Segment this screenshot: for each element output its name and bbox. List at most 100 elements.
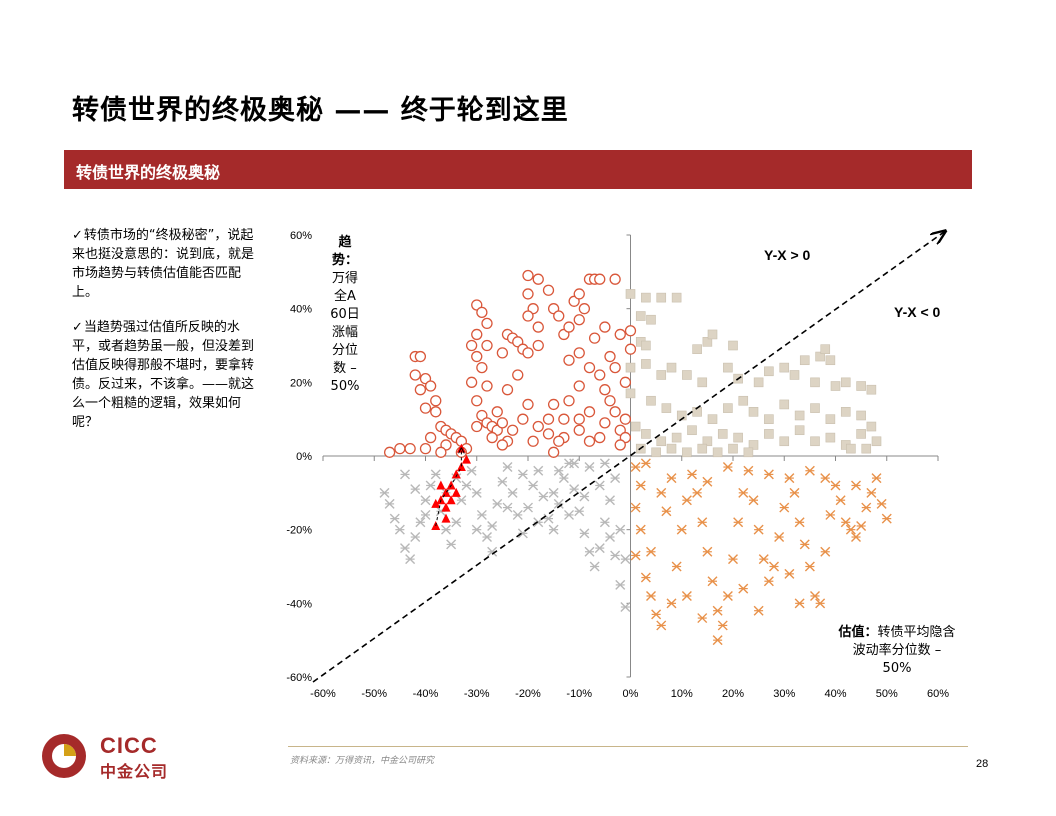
cross-point [599,517,610,528]
circle-point [409,369,421,381]
data-points [379,269,892,646]
cross-point [410,484,421,495]
cross-point [400,543,410,554]
square-point [825,414,836,424]
square-point [661,403,672,413]
cross-point [820,473,831,484]
cross-point [763,576,774,587]
circle-point [532,273,544,285]
cross-point [861,502,872,513]
cross-point [528,480,539,491]
circle-point [609,406,621,418]
cross-point [794,598,805,609]
circle-point [430,395,442,407]
cross-point [425,480,436,491]
circle-point [465,339,478,352]
circle-point [542,428,555,440]
circle-point [383,446,396,458]
square-point [702,337,713,347]
cross-point [758,554,769,565]
bullet-text: 当趋势强过估值所反映的水平，或者趋势虽一般，但没差到估值反映得那般不堪时，要拿转… [72,320,255,430]
circle-point [558,413,570,425]
y-tick-label: -60% [286,672,312,684]
region-label-upper: Y-X > 0 [764,247,811,263]
logo-text-cn: 中金公司 [100,762,169,781]
circle-point [624,325,637,337]
circle-point [553,435,565,447]
circle-point [506,424,519,436]
triangle-point [456,462,466,472]
square-point [707,414,718,424]
circle-point [542,284,555,296]
cross-point [646,546,656,557]
cross-point [640,572,651,583]
cross-point [605,495,615,506]
x-tick-label: 20% [722,688,744,700]
section-banner: 转债世界的终极奥秘 [64,150,972,189]
y-tick-label: 40% [290,304,312,316]
cross-point [656,487,667,498]
cross-point [569,458,580,469]
cross-point [804,465,815,476]
circle-point [573,288,585,300]
square-point [641,292,651,303]
square-point [635,311,646,321]
cross-point [564,509,574,520]
cross-point [774,532,785,543]
circle-point [624,343,637,355]
cross-point [471,524,482,535]
triangle-point [462,454,471,464]
overlay [312,232,944,683]
circle-point [532,321,544,333]
square-point [810,436,820,447]
circle-point [522,398,534,411]
cross-point [492,498,503,509]
circle-point [614,439,626,451]
cross-point [743,465,754,476]
cross-point [702,476,713,487]
square-point [840,406,851,417]
circle-point [430,406,442,418]
square-point [630,421,641,432]
cross-point [866,487,877,498]
cross-point [553,465,564,476]
cross-point [871,473,882,484]
cross-point [405,554,416,565]
square-point [825,432,836,443]
cross-point [441,524,451,535]
circle-point [594,431,606,444]
bullet-list: ✓转债市场的“终极秘密”，说起来也挺没意思的：说到底，就是市场趋势与转债估值能否… [72,226,254,448]
square-point [671,292,682,303]
checkmark-icon: ✓ [72,320,83,335]
cross-point [707,576,718,587]
cross-point [789,487,800,498]
circle-point [486,431,498,444]
cross-point [851,532,861,543]
square-point [856,429,866,439]
square-point [656,436,667,447]
square-point [641,340,651,351]
circle-point [573,347,585,359]
cross-point [630,502,641,513]
cross-point [656,620,667,631]
circle-point [594,273,606,285]
cross-point [856,520,867,531]
square-point [651,447,661,458]
cross-point [697,613,708,624]
cross-point [728,554,738,565]
cross-point [420,509,431,520]
circle-point [404,442,416,455]
cross-point [671,561,682,572]
circle-point [481,380,493,392]
circle-point [578,303,591,315]
square-point [820,344,831,354]
circle-point [491,406,503,418]
cross-point [615,524,626,535]
cross-point [410,532,421,543]
cross-point [825,509,836,520]
cross-point [830,480,841,491]
cross-point [717,620,728,631]
cross-point [487,520,498,531]
circle-point [435,446,447,458]
cross-point [666,598,677,609]
